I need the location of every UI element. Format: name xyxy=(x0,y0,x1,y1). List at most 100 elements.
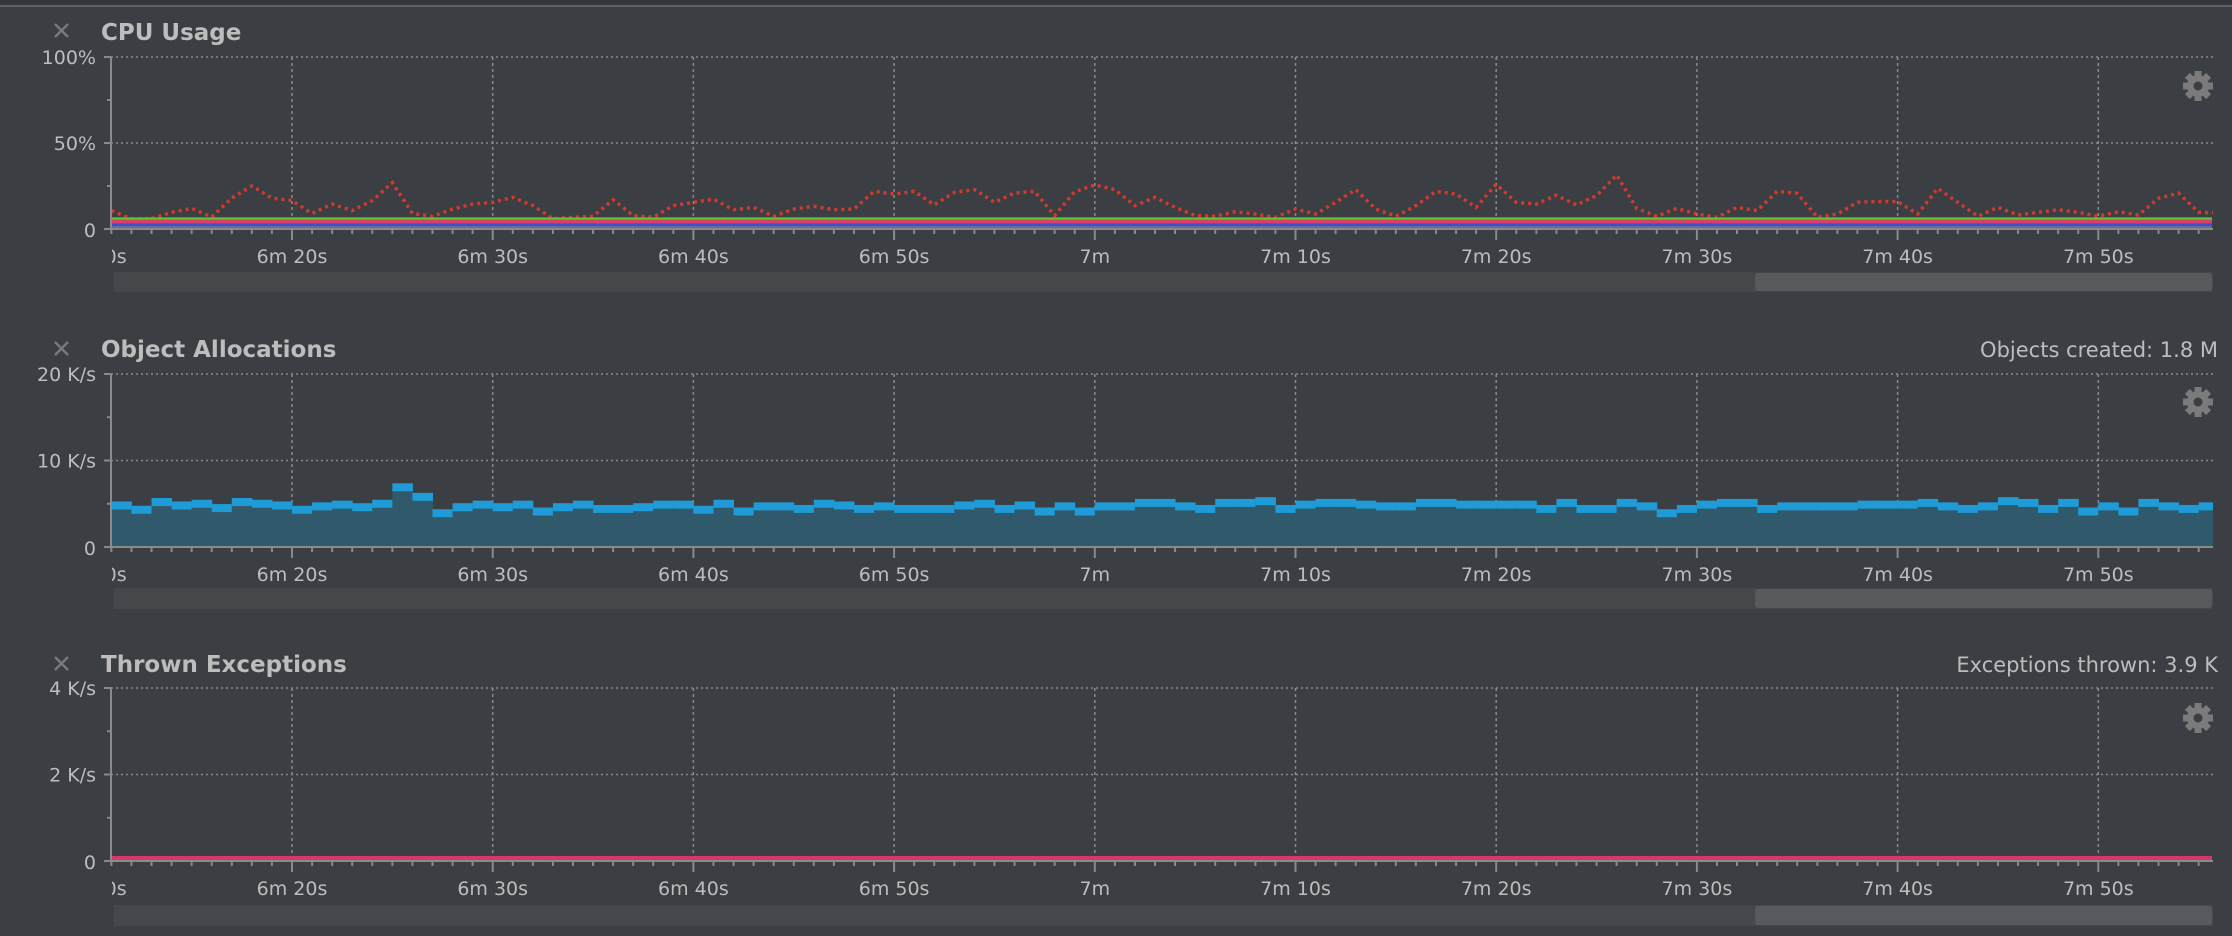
allocation-bar-top xyxy=(191,499,213,508)
x-tick-label: 7m xyxy=(1079,878,1110,900)
allocation-bar-top xyxy=(1737,498,1758,507)
allocation-bar-top xyxy=(131,505,153,514)
allocation-bar xyxy=(1817,506,1838,547)
allocation-bar xyxy=(1797,506,1818,547)
timeline-scrollbar[interactable] xyxy=(114,588,2213,609)
allocation-bar-top xyxy=(713,499,735,508)
allocation-bar-top xyxy=(1496,500,1517,509)
x-tick-label: 7m 10s xyxy=(1260,246,1331,268)
allocation-bar xyxy=(2138,502,2160,547)
x-tick-label: 7m 40s xyxy=(1862,564,1933,586)
allocation-bar xyxy=(1676,508,1698,547)
allocation-bar xyxy=(1375,506,1397,547)
allocation-bar xyxy=(2158,506,2180,547)
timeline-scrollbar[interactable] xyxy=(114,905,2213,926)
allocation-bar xyxy=(131,509,153,547)
allocation-bar xyxy=(793,508,815,547)
allocation-bar xyxy=(1536,508,1557,547)
allocation-bar-top xyxy=(1215,498,1236,507)
close-allocations-button[interactable] xyxy=(54,341,69,356)
scrollbar-thumb[interactable] xyxy=(1755,273,2212,291)
allocation-bar-top xyxy=(2058,498,2079,507)
allocation-bar-top xyxy=(312,502,333,511)
allocation-bar-top xyxy=(1696,500,1718,509)
allocation-bar xyxy=(332,504,353,547)
y-tick-label: 0 xyxy=(84,220,96,242)
timeline-scrollbar[interactable] xyxy=(114,272,2213,292)
close-cpu-button[interactable] xyxy=(54,23,69,38)
allocation-bar-top xyxy=(1134,498,1156,507)
x-tick-label: 6m 10s xyxy=(56,246,127,268)
allocation-bar xyxy=(392,487,413,547)
allocation-bar-top xyxy=(874,502,895,511)
x-tick-label: 6m 50s xyxy=(859,246,930,268)
allocation-bar-top xyxy=(1937,502,1959,511)
allocation-bar xyxy=(2198,506,2213,547)
allocation-bar xyxy=(874,506,895,547)
allocation-bar xyxy=(894,508,915,547)
allocation-bar-top xyxy=(593,504,614,513)
allocation-bar xyxy=(171,505,193,547)
allocation-bar-top xyxy=(1656,509,1678,518)
allocation-bar xyxy=(833,505,855,547)
gear-icon xyxy=(2183,71,2213,101)
allocation-bar-top xyxy=(372,499,393,508)
x-tick-label: 6m 20s xyxy=(257,878,328,900)
allocation-bar-top xyxy=(2198,502,2213,511)
allocation-bar xyxy=(613,508,634,547)
allocation-bar-top xyxy=(2138,498,2160,507)
allocation-bar xyxy=(853,508,875,547)
x-tick-label: 6m 40s xyxy=(658,878,729,900)
scrollbar-thumb[interactable] xyxy=(1755,589,2212,608)
allocation-bar xyxy=(1696,504,1718,547)
allocation-bar xyxy=(1897,504,1919,547)
gear-hole xyxy=(2193,713,2203,723)
allocation-bar-top xyxy=(894,504,915,513)
allocation-bar xyxy=(1435,502,1457,547)
allocation-bar xyxy=(1877,504,1899,547)
allocation-bar-top xyxy=(1255,497,1276,506)
allocation-bar xyxy=(1054,506,1076,547)
allocation-bar xyxy=(1295,504,1317,547)
allocation-bar-top xyxy=(512,500,534,509)
allocation-bar xyxy=(934,508,955,547)
allocation-bar xyxy=(653,504,674,547)
allocation-bar-top xyxy=(934,504,955,513)
objects-created-count: Objects created: 1.8 M xyxy=(1980,338,2218,362)
panel-title: CPU Usage xyxy=(101,20,241,46)
allocation-bar xyxy=(1175,506,1196,547)
allocation-bar-top xyxy=(171,501,193,510)
scrollbar-thumb[interactable] xyxy=(1755,906,2212,925)
x-tick-labels: 6m 10s 6m 20s 6m 30s 6m 40s 6m 50s 7m 7m 10s 7m… xyxy=(56,246,2134,268)
allocation-bar-top xyxy=(2038,504,2059,513)
allocation-bar-top xyxy=(1235,498,1256,507)
allocation-bar xyxy=(1155,502,1176,547)
allocation-bar xyxy=(572,504,594,547)
allocation-bar xyxy=(1636,506,1658,547)
allocation-bar-top xyxy=(1054,502,1076,511)
allocation-bar xyxy=(2078,511,2099,547)
allocation-bar xyxy=(191,503,213,547)
allocation-bar xyxy=(994,508,1016,547)
allocation-bar xyxy=(472,504,494,547)
allocation-bar xyxy=(251,503,273,547)
allocation-bar-top xyxy=(1897,500,1919,509)
allocation-bar-top xyxy=(352,503,373,512)
settings-button[interactable] xyxy=(2183,387,2213,417)
allocation-bar-top xyxy=(1114,502,1136,511)
settings-button[interactable] xyxy=(2183,71,2213,101)
settings-button[interactable] xyxy=(2183,703,2213,733)
top-strip xyxy=(0,0,2232,5)
allocation-bar-top xyxy=(1676,504,1698,513)
allocation-bar-top xyxy=(1476,500,1497,509)
allocation-bar-top xyxy=(1556,498,1577,507)
x-tick-label: 7m 10s xyxy=(1260,878,1331,900)
y-tick-label: 100% xyxy=(42,47,96,69)
allocation-bar-top xyxy=(251,499,273,508)
allocation-bar-top xyxy=(1536,504,1557,513)
close-exceptions-button[interactable] xyxy=(54,656,69,671)
allocation-bar-top xyxy=(833,501,855,510)
allocation-bar-top xyxy=(2078,507,2099,516)
allocation-bar xyxy=(1395,506,1417,547)
allocation-bar-top xyxy=(2018,498,2039,507)
